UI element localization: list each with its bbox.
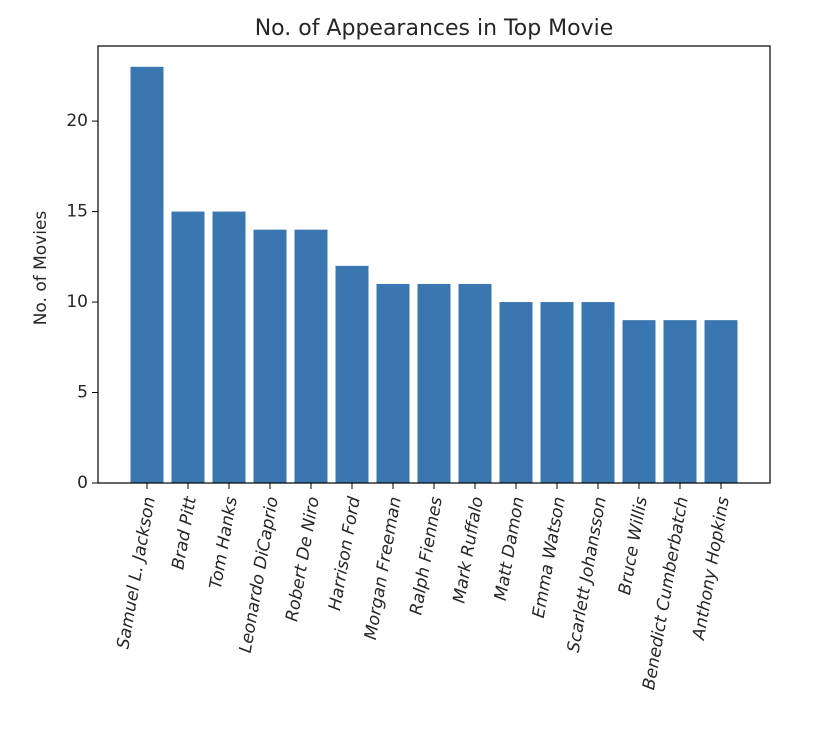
- bar-10: [540, 302, 574, 483]
- y-tick-label: 0: [77, 473, 88, 493]
- x-tick-label: Robert De Niro: [282, 495, 324, 623]
- bar-5: [335, 265, 369, 483]
- x-tick-label: Scarlett Johansson: [564, 495, 611, 654]
- x-tick-label: Tom Hanks: [206, 495, 242, 591]
- bar-3: [253, 229, 287, 483]
- y-tick-label: 5: [77, 383, 88, 403]
- x-tick-label: Brad Pitt: [168, 494, 201, 571]
- x-tick-label: Harrison Ford: [325, 495, 365, 612]
- bar-12: [622, 320, 656, 483]
- x-tick-label: Matt Damon: [491, 495, 529, 602]
- y-tick-label: 10: [66, 292, 88, 312]
- bar-2: [212, 211, 246, 484]
- x-tick-label: Anthony Hopkins: [689, 495, 734, 642]
- x-tick-label: Morgan Freeman: [361, 495, 406, 641]
- y-tick-label: 15: [66, 202, 88, 222]
- plot-frame: [97, 45, 771, 484]
- x-tick-label: Samuel L. Jackson: [113, 495, 159, 650]
- x-tick-label: Emma Watson: [529, 495, 570, 619]
- x-tick-label: Mark Ruffalo: [449, 495, 487, 605]
- bar-7: [417, 283, 451, 483]
- bar-14: [704, 320, 738, 483]
- y-axis-ticks: 0 5 10 15 20: [66, 111, 98, 493]
- bar-13: [663, 320, 697, 483]
- x-tick-label: Leonardo DiCaprio: [236, 495, 283, 654]
- x-tick-label: Ralph Fiennes: [406, 495, 447, 617]
- bar-0: [130, 66, 164, 484]
- x-axis-ticks: Samuel L. Jackson Brad Pitt Tom HanksLeona…: [113, 483, 734, 691]
- y-tick-label: 20: [66, 111, 88, 131]
- chart-title: No. of Appearances in Top Movie: [255, 16, 614, 41]
- bar-8: [458, 283, 492, 483]
- bar-1: [171, 211, 205, 484]
- bar-11: [581, 302, 615, 483]
- y-axis-label: No. of Movies: [31, 211, 51, 326]
- bar-9: [499, 302, 533, 483]
- bar-6: [376, 283, 410, 483]
- bars-layer: [130, 66, 738, 484]
- bar-4: [294, 229, 328, 483]
- x-tick-label: Bruce Willis: [615, 495, 652, 596]
